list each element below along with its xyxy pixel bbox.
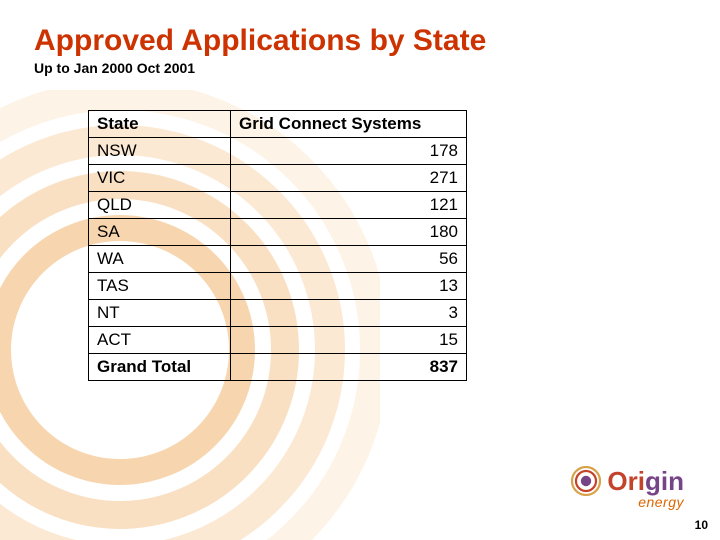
cell-state: SA: [89, 219, 231, 246]
cell-total-value: 837: [231, 354, 467, 381]
cell-state: WA: [89, 246, 231, 273]
origin-logo: Origin energy: [571, 466, 684, 510]
cell-total-label: Grand Total: [89, 354, 231, 381]
table-row: SA180: [89, 219, 467, 246]
cell-value: 271: [231, 165, 467, 192]
table-row: NSW178: [89, 138, 467, 165]
cell-value: 13: [231, 273, 467, 300]
cell-value: 180: [231, 219, 467, 246]
table-row: WA56: [89, 246, 467, 273]
logo-subtitle: energy: [571, 494, 684, 510]
cell-value: 121: [231, 192, 467, 219]
table-header-row: State Grid Connect Systems: [89, 111, 467, 138]
page-number: 10: [695, 518, 708, 532]
cell-state: NSW: [89, 138, 231, 165]
logo-wordmark: Origin: [607, 468, 684, 494]
page-title: Approved Applications by State: [34, 24, 686, 58]
table-row: NT3: [89, 300, 467, 327]
table-row: ACT15: [89, 327, 467, 354]
page-subtitle: Up to Jan 2000 Oct 2001: [34, 60, 686, 76]
logo-circle-icon: [571, 466, 601, 496]
cell-value: 56: [231, 246, 467, 273]
cell-value: 15: [231, 327, 467, 354]
cell-state: TAS: [89, 273, 231, 300]
cell-state: NT: [89, 300, 231, 327]
cell-state: VIC: [89, 165, 231, 192]
table-row: TAS13: [89, 273, 467, 300]
table-row: QLD121: [89, 192, 467, 219]
cell-value: 3: [231, 300, 467, 327]
applications-table: State Grid Connect Systems NSW178VIC271Q…: [88, 110, 467, 381]
cell-state: QLD: [89, 192, 231, 219]
col-header-state: State: [89, 111, 231, 138]
cell-state: ACT: [89, 327, 231, 354]
col-header-systems: Grid Connect Systems: [231, 111, 467, 138]
table-row: VIC271: [89, 165, 467, 192]
cell-value: 178: [231, 138, 467, 165]
table-total-row: Grand Total837: [89, 354, 467, 381]
